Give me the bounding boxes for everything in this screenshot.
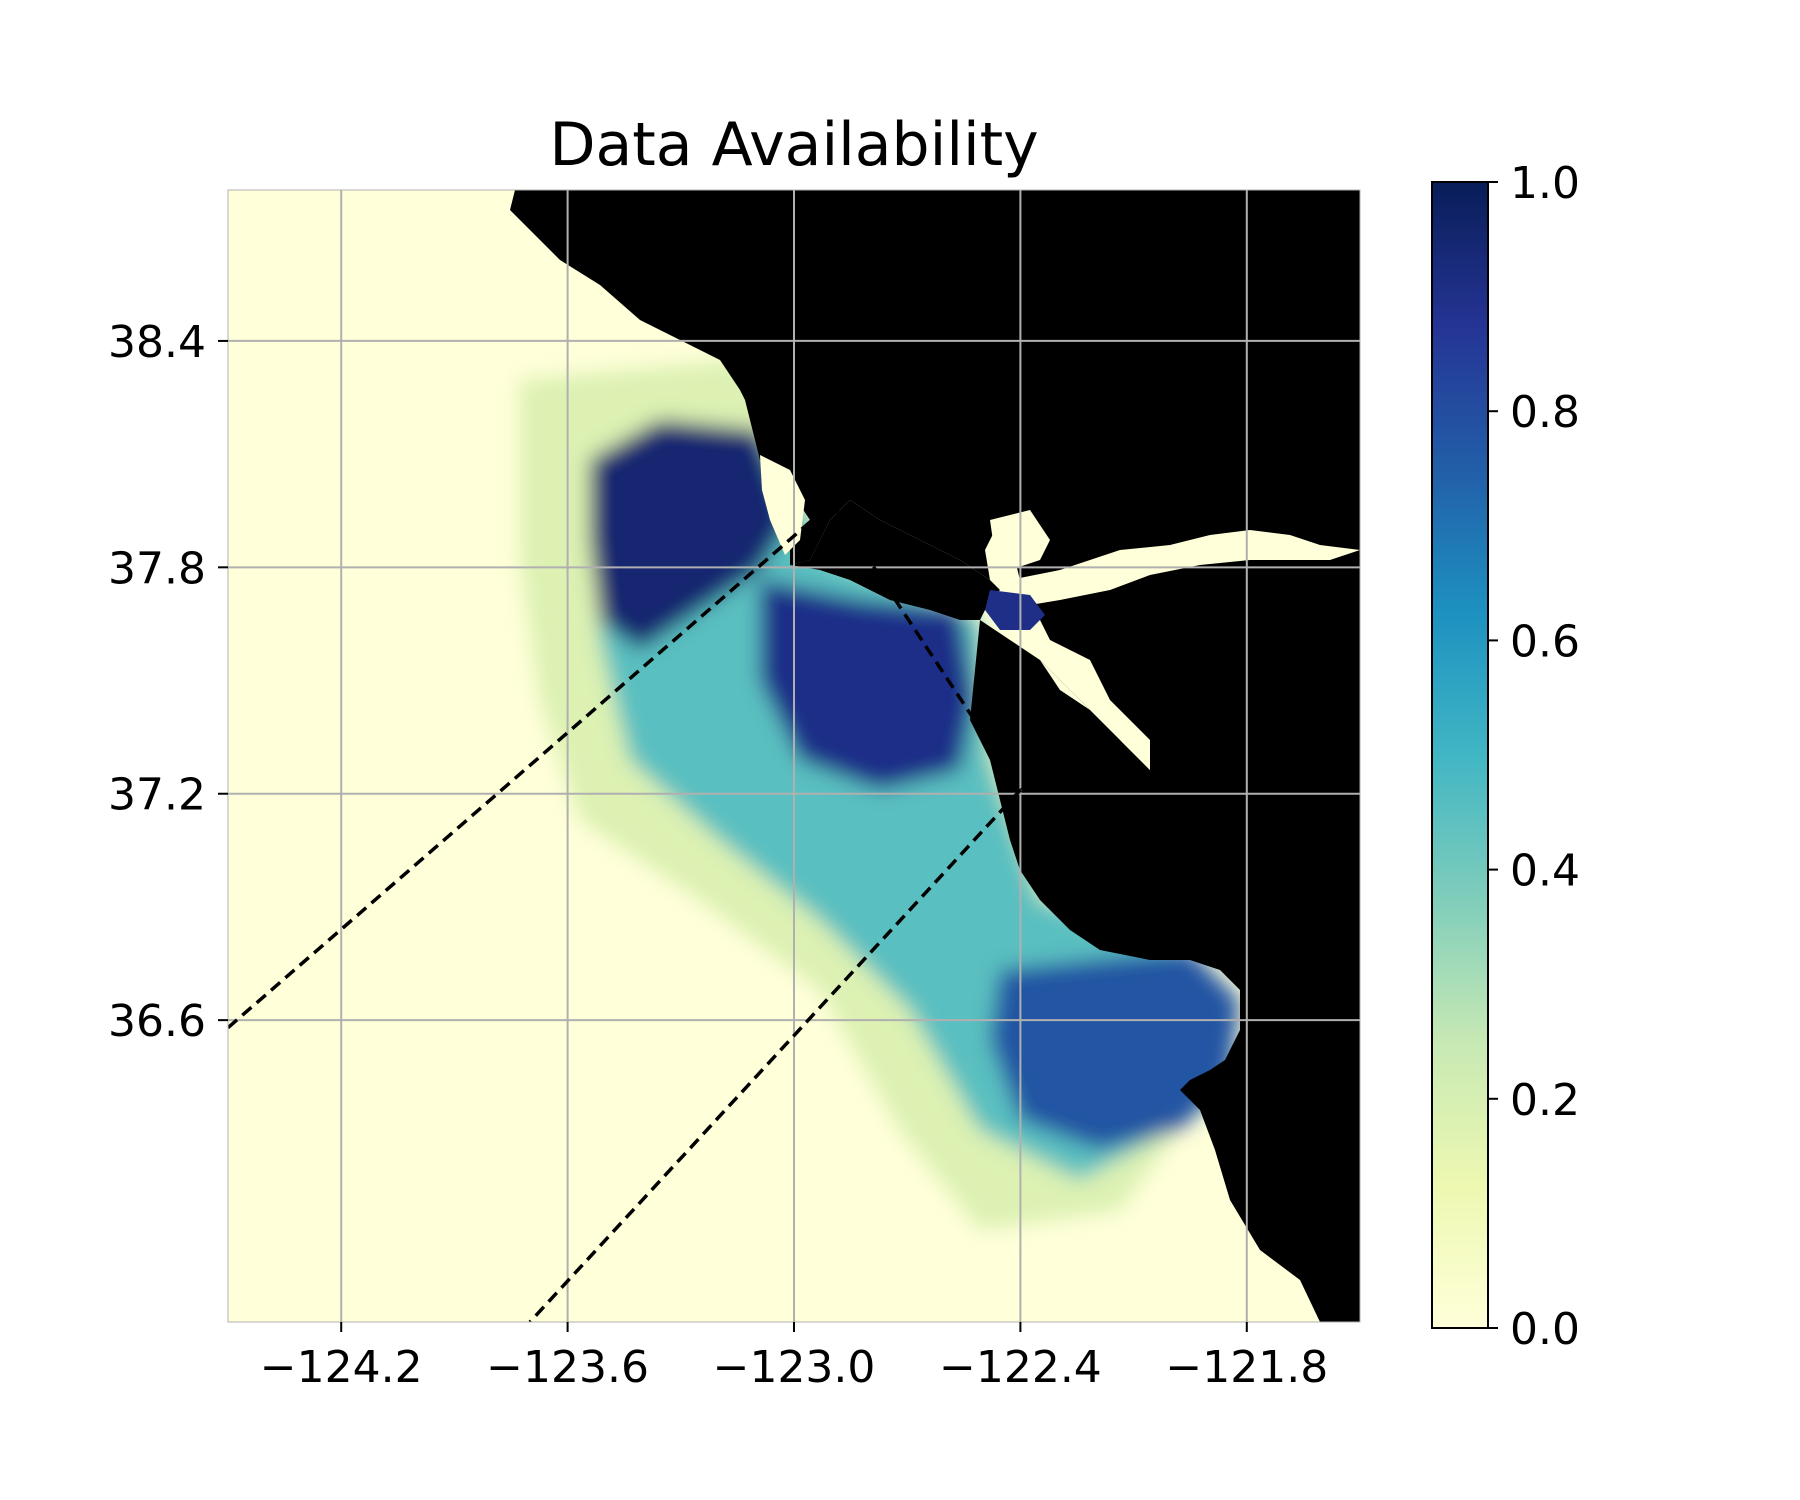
colorbar-tick-label: 1.0: [1510, 158, 1580, 209]
y-tick-label: 36.6: [108, 996, 206, 1047]
map-title: Data Availability: [549, 110, 1038, 180]
y-tick-label: 38.4: [108, 317, 206, 368]
colorbar-tick-label: 0.8: [1510, 387, 1580, 438]
colorbar-tick-label: 0.0: [1510, 1304, 1580, 1355]
x-tick-label: −121.8: [1165, 1342, 1328, 1393]
map-panel: [228, 190, 1360, 1322]
colorbar-scale: [1432, 182, 1488, 1328]
x-tick-label: −123.6: [486, 1342, 649, 1393]
x-tick-label: −122.4: [939, 1342, 1102, 1393]
colorbar: 0.0 0.2 0.4 0.6 0.8 1.0: [1432, 158, 1580, 1355]
colorbar-tick-label: 0.6: [1510, 616, 1580, 667]
y-tick-label: 37.8: [108, 543, 206, 594]
colorbar-ticks: 0.0 0.2 0.4 0.6 0.8 1.0: [1488, 158, 1580, 1355]
x-tick-label: −123.0: [713, 1342, 876, 1393]
x-tick-label: −124.2: [260, 1342, 423, 1393]
y-tick-label: 37.2: [108, 770, 206, 821]
y-axis-ticks: 38.4 37.8 37.2 36.6: [108, 317, 228, 1047]
colorbar-tick-label: 0.2: [1510, 1075, 1580, 1126]
colorbar-tick-label: 0.4: [1510, 846, 1580, 897]
x-axis-ticks: −124.2 −123.6 −123.0 −122.4 −121.8: [260, 1322, 1328, 1393]
